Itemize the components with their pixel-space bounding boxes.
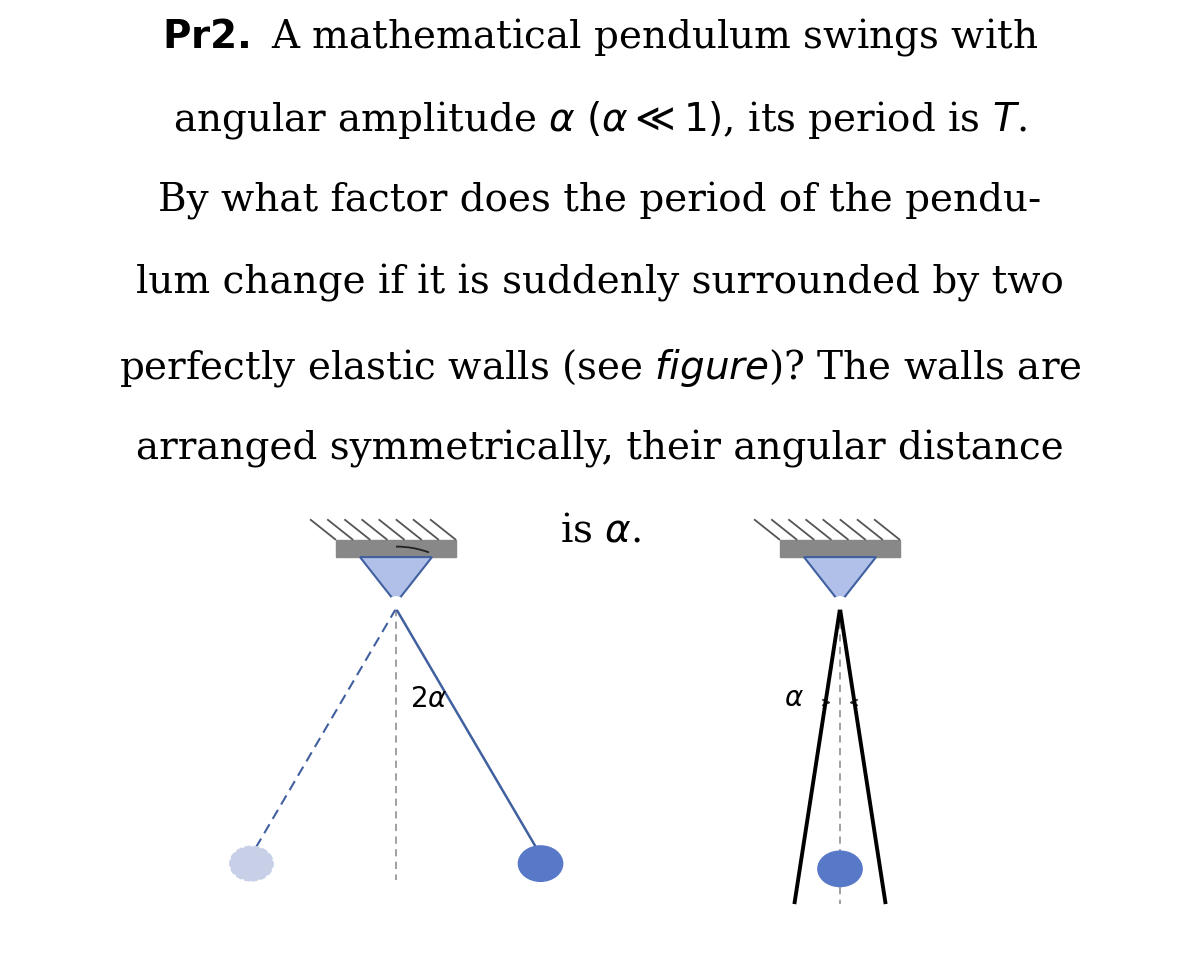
Text: is $\alpha$.: is $\alpha$.: [559, 513, 641, 549]
Polygon shape: [360, 558, 432, 603]
Text: perfectly elastic walls (see $\mathit{figure}$)? The walls are: perfectly elastic walls (see $\mathit{fi…: [119, 347, 1081, 389]
Circle shape: [518, 846, 562, 881]
Circle shape: [230, 846, 274, 881]
Polygon shape: [804, 558, 876, 603]
Circle shape: [833, 598, 847, 609]
Text: arranged symmetrically, their angular distance: arranged symmetrically, their angular di…: [136, 430, 1064, 468]
Circle shape: [818, 852, 862, 886]
Text: lum change if it is suddenly surrounded by two: lum change if it is suddenly surrounded …: [136, 264, 1064, 302]
Text: By what factor does the period of the pendu-: By what factor does the period of the pe…: [158, 181, 1042, 219]
Circle shape: [389, 598, 403, 609]
Bar: [780, 540, 900, 558]
Text: $\alpha$: $\alpha$: [784, 684, 804, 712]
Bar: [336, 540, 456, 558]
Text: $2\alpha$: $2\alpha$: [410, 685, 448, 712]
Text: $\bf{Pr2.}$ A mathematical pendulum swings with: $\bf{Pr2.}$ A mathematical pendulum swin…: [162, 16, 1038, 58]
Text: angular amplitude $\alpha$ $(\alpha \ll 1)$, its period is $T$.: angular amplitude $\alpha$ $(\alpha \ll …: [173, 99, 1027, 141]
